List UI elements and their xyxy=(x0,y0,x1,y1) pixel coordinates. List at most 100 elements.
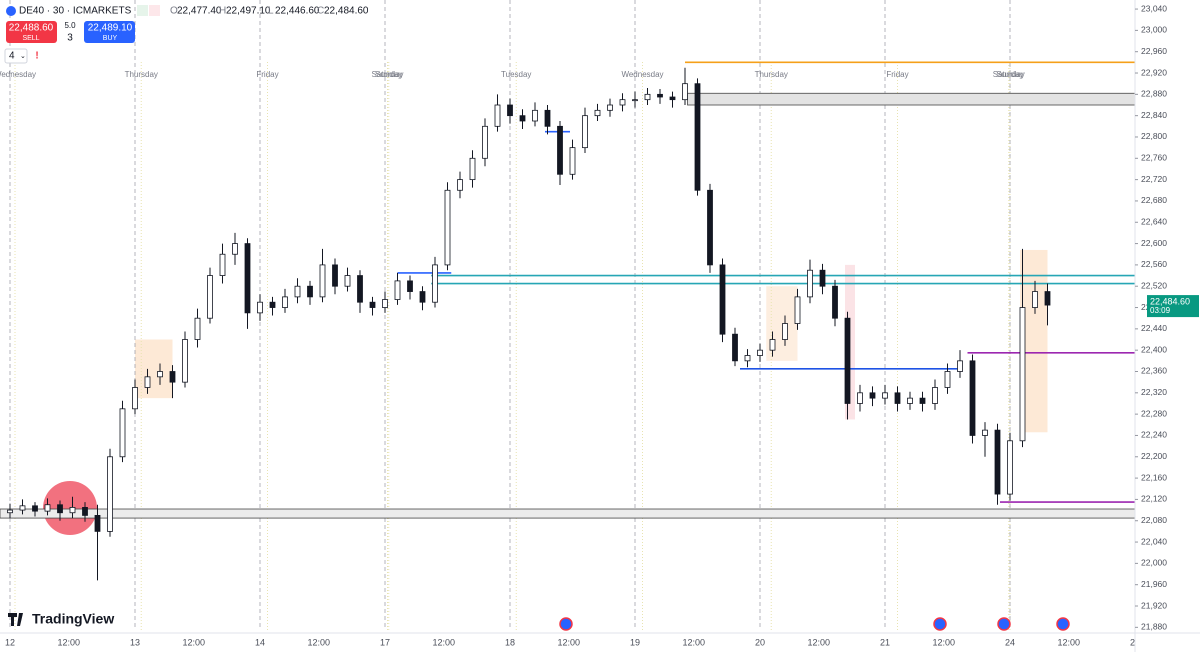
session-label: Thursday xyxy=(125,70,158,79)
y-tick-label: 22,080 xyxy=(1141,515,1167,525)
candle-body xyxy=(894,392,901,404)
candle-body xyxy=(157,371,163,378)
candle-body xyxy=(82,507,88,516)
x-tick-label: 12:00 xyxy=(807,637,830,647)
y-tick-label: 23,000 xyxy=(1141,25,1167,35)
candle-body xyxy=(394,280,401,300)
session-label: Wednesday xyxy=(621,70,663,79)
y-tick-label: 22,280 xyxy=(1141,408,1167,418)
candle-body xyxy=(557,125,563,175)
sell-button[interactable] xyxy=(6,21,57,43)
quantity: 3 xyxy=(67,33,73,44)
x-tick-label: 18 xyxy=(505,637,515,647)
event-icon[interactable] xyxy=(1056,617,1070,631)
symbol-icon xyxy=(6,6,16,16)
candle-body xyxy=(44,504,51,512)
candle-body xyxy=(632,99,638,102)
sell-label: SELL xyxy=(22,35,39,42)
candle-body xyxy=(332,264,338,287)
band xyxy=(687,92,1148,106)
ohlc-key: O xyxy=(170,6,178,17)
event-icon[interactable] xyxy=(933,617,947,631)
x-tick-label: 17 xyxy=(380,637,390,647)
y-tick-label: 22,960 xyxy=(1141,46,1167,56)
zone xyxy=(135,339,173,399)
x-tick-label: 13 xyxy=(130,637,140,647)
candle-body xyxy=(494,104,501,127)
candle-body xyxy=(194,317,201,340)
candle-body xyxy=(444,189,451,266)
candle-body xyxy=(669,96,676,101)
y-tick-label: 22,880 xyxy=(1141,89,1167,99)
session-label: Tuesday xyxy=(501,70,531,79)
candle-body xyxy=(32,505,38,512)
ohlc-value: 22,484.60 xyxy=(324,6,369,17)
candle-body xyxy=(769,339,776,351)
candle-body xyxy=(732,333,738,362)
candle-body xyxy=(932,387,938,404)
candle-body xyxy=(707,189,713,266)
candle-body xyxy=(957,360,963,372)
session-label: Sunday xyxy=(996,70,1023,79)
candle-body xyxy=(869,392,876,399)
x-tick-label: 12:00 xyxy=(932,637,955,647)
candle-body xyxy=(807,269,813,298)
header: DE40 · 30 · ICMARKETS O 22,477.40H 22,497.… xyxy=(4,5,369,64)
y-tick-label: 22,400 xyxy=(1141,344,1167,354)
candle-body xyxy=(169,371,176,383)
y-tick-label: 23,040 xyxy=(1141,3,1167,13)
candle-body xyxy=(744,355,751,362)
band xyxy=(0,508,1148,519)
price-axis xyxy=(1135,0,1200,652)
candle-body xyxy=(644,93,651,101)
session-label: Sunday xyxy=(375,70,402,79)
event-icons xyxy=(559,617,1070,631)
candle-body xyxy=(107,456,113,532)
indicators-toggle[interactable] xyxy=(4,48,28,64)
event-icon[interactable] xyxy=(559,617,573,631)
y-tick-label: 21,920 xyxy=(1141,600,1167,610)
y-tick-label: 22,520 xyxy=(1141,280,1167,290)
candle-body xyxy=(844,317,851,404)
candle-body xyxy=(1044,291,1051,306)
candle-body xyxy=(1019,307,1026,442)
y-tick-label: 22,840 xyxy=(1141,110,1167,120)
candle-body xyxy=(907,397,913,404)
x-tick-label: 12:00 xyxy=(557,637,580,647)
candle-body xyxy=(719,264,726,335)
event-icon[interactable] xyxy=(997,617,1011,631)
sell-price: 22,488.60 xyxy=(9,23,54,34)
candle-body xyxy=(819,269,826,287)
last-price-label: 22,484.60 xyxy=(1150,296,1190,306)
session-label: Wednesday xyxy=(0,70,36,79)
candle-body xyxy=(119,408,126,458)
x-tick-label: 12:00 xyxy=(432,637,455,647)
candle-body xyxy=(457,179,463,191)
candle-body xyxy=(382,299,388,308)
y-tick-label: 22,120 xyxy=(1141,494,1167,504)
candle-body xyxy=(969,360,976,436)
candle-body xyxy=(132,387,138,410)
ohlc-key: H xyxy=(219,6,226,17)
candle-body xyxy=(432,264,438,303)
x-tick-label: 12 xyxy=(5,637,15,647)
session-label: Saturday xyxy=(993,70,1025,79)
y-tick-label: 22,440 xyxy=(1141,323,1167,333)
y-tick-label: 22,800 xyxy=(1141,131,1167,141)
ohlc-value: 22,446.60 xyxy=(275,6,320,17)
candle-body xyxy=(544,109,551,127)
x-tick-label: 12:00 xyxy=(1057,637,1080,647)
candle-body xyxy=(507,104,513,117)
ohlc-value: 22,497.10 xyxy=(226,6,271,17)
session-label: Friday xyxy=(256,70,278,79)
indicator-count: 4 xyxy=(9,51,15,62)
candle-body xyxy=(594,109,601,117)
y-tick-label: 22,640 xyxy=(1141,217,1167,227)
candle-body xyxy=(619,99,626,106)
y-tick-label: 22,000 xyxy=(1141,558,1167,568)
last-price-tag xyxy=(1147,295,1199,318)
buy-button[interactable] xyxy=(84,21,135,43)
candle-body xyxy=(832,285,838,319)
candle-body xyxy=(794,296,801,324)
